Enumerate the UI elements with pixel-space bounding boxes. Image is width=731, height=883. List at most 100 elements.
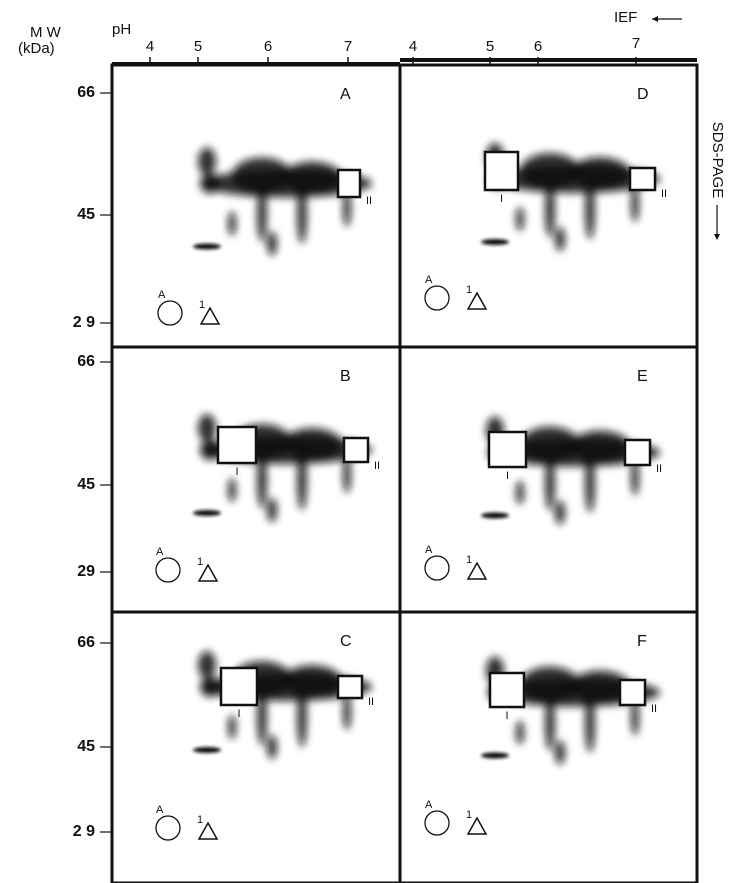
panel-letter: E [637,368,648,385]
gel-spot [282,428,342,460]
gel-spot [267,735,277,759]
ph-tick-label: 4 [409,38,417,55]
box-label: II [661,188,667,200]
box-label: II [366,195,372,207]
gel-spots [486,416,660,525]
ph-tick-label: 7 [632,35,640,52]
panel-letter: B [340,368,351,385]
gel-spot [193,510,221,516]
marker-circle [155,815,181,841]
marker-box [483,150,520,192]
panel-frame [398,610,699,883]
circle-label: A [425,274,433,286]
gel-spot [193,243,221,250]
sds-arrow-head [714,234,720,240]
mw-tick-label: 45 [77,738,95,755]
gel-spot [343,190,351,227]
gel-spot [585,692,595,753]
ph-tick-label: 5 [486,38,494,55]
mw-tick-label: 45 [77,206,95,223]
sds-label: SDS-PAGE [709,122,726,198]
mw-label: M W [30,24,62,41]
gel-spot [545,694,555,751]
gel-spot [282,161,342,194]
marker-box [219,666,259,707]
gel-spot [631,186,639,222]
box-label: I [505,710,508,722]
ph-tick-label: 5 [194,38,202,55]
triangle-label: 1 [197,814,203,826]
panel-letter: D [637,86,649,103]
gel-spot [555,227,565,251]
gel-spot [545,454,555,511]
gel-spot [257,185,267,242]
circle-label: A [156,804,164,816]
mw-tick-label: 66 [77,353,95,370]
gel-spot [520,153,580,189]
mw-unit: (kDa) [18,40,55,57]
gel-spot [520,666,580,703]
marker-box [628,166,657,192]
gel-spot [570,670,630,703]
gel-spot [343,694,351,730]
ph-tick-label: 6 [264,38,272,55]
circle-label: A [156,546,164,558]
marker-circle [424,555,450,581]
gel-spot [481,239,509,245]
panel-letter: A [340,86,351,103]
marker-triangle [466,816,488,835]
box-label: I [506,470,509,482]
gel-spot [555,740,565,765]
marker-box [216,425,258,465]
ph-label: pH [112,21,131,38]
gel-spot [228,211,236,236]
panel-frame [110,63,402,349]
marker-box [336,674,364,700]
box-label: II [651,703,657,715]
marker-triangle [466,561,488,580]
gel-spot [257,689,267,745]
mw-tick-label: 45 [77,476,95,493]
gel-spot [516,720,524,745]
gel-spot [257,452,267,508]
gel-spot [481,512,509,519]
ph-tick-label: 6 [534,38,542,55]
circle-label: A [425,799,433,811]
triangle-label: 1 [197,556,203,568]
gel-spot [570,157,630,189]
mw-tick-label: 2 9 [73,823,95,840]
box-label: I [235,466,238,478]
triangle-label: 1 [466,809,472,821]
gel-spot [516,480,524,505]
marker-box [618,678,647,707]
gel-spot [481,752,509,759]
marker-box [336,168,362,199]
circle-label: A [425,544,433,556]
gel-spot [297,183,307,244]
gel-spot [267,498,277,522]
box-label: I [500,193,503,205]
gel-spot [198,147,216,176]
panel-frame [110,610,402,883]
mw-tick-label: 66 [77,84,95,101]
triangle-label: 1 [199,299,205,311]
gel-spot [520,426,580,463]
gel-spot [228,715,236,739]
gel-spot [631,699,639,736]
gel-spot [198,414,216,442]
box-label: II [656,463,662,475]
marker-circle [424,810,450,836]
marker-circle [155,557,181,583]
gel-spot [631,459,639,496]
gel-spot [297,687,307,747]
gel-spot [570,430,630,463]
marker-circle [157,300,183,326]
marker-box [487,430,528,469]
gel-spot [282,665,342,697]
gel-spot [297,450,307,510]
ief-label: IEF [614,9,637,26]
marker-box [342,436,370,464]
